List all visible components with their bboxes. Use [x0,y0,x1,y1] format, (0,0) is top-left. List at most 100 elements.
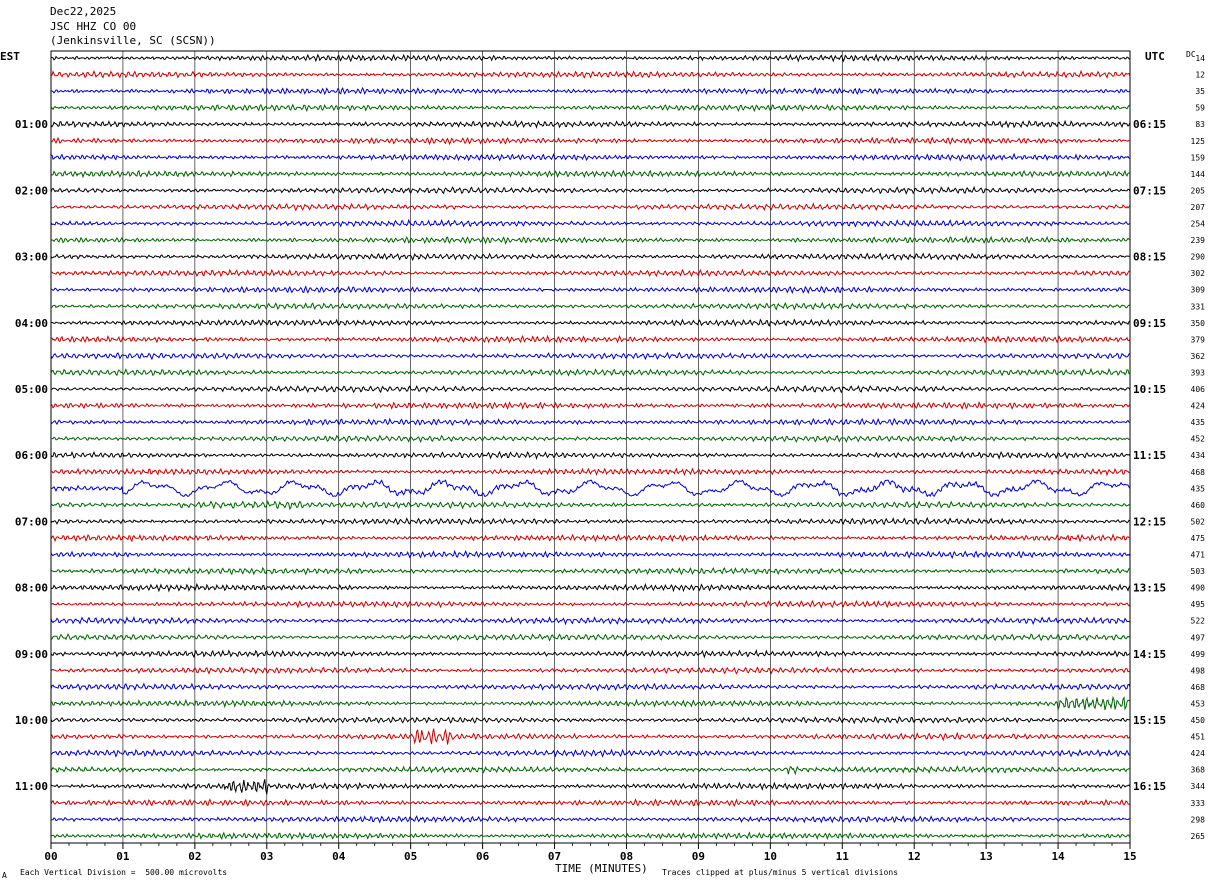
trace-line-44 [50,779,1131,795]
x-tick-label: 04 [332,850,346,863]
x-tick-label: 10 [764,850,777,863]
x-tick-label: 06 [476,850,490,863]
trace-line-14 [50,285,1131,295]
trace-line-28 [50,516,1131,526]
trace-line-26 [50,479,1131,498]
trace-line-30 [50,549,1131,560]
trace-line-40 [50,715,1130,725]
trace-line-22 [50,417,1131,426]
trace-line-18 [50,351,1131,361]
left-time-label: 05:00 [15,383,48,396]
trace-line-0 [50,53,1131,63]
x-tick-label: 14 [1051,850,1065,863]
trace-line-41 [50,728,1131,745]
trace-line-43 [50,765,1131,776]
trace-dc-label: 290 [1191,253,1206,262]
left-time-label: 06:00 [15,449,48,462]
trace-line-12 [50,252,1131,262]
trace-line-31 [50,566,1131,576]
x-tick-label: 08 [620,850,633,863]
trace-dc-label: 435 [1191,484,1206,493]
dc-column-header: DC [1186,50,1196,59]
trace-dc-label: 35 [1195,87,1205,96]
trace-line-2 [50,86,1131,96]
trace-dc-label: 490 [1191,584,1206,593]
trace-line-5 [50,136,1130,146]
trace-dc-label: 362 [1191,352,1206,361]
trace-dc-label: 406 [1191,385,1206,394]
trace-dc-label: 298 [1191,815,1206,824]
trace-dc-label: 205 [1191,186,1206,195]
trace-line-39 [50,695,1131,712]
trace-line-13 [50,268,1131,278]
trace-dc-label: 424 [1191,749,1206,758]
trace-dc-label: 453 [1191,699,1206,708]
trace-dc-label: 368 [1191,766,1206,775]
trace-dc-label: 144 [1191,170,1206,179]
right-time-label: 06:15 [1133,118,1166,131]
trace-line-29 [50,533,1131,543]
header-date: Dec22,2025 [50,5,117,18]
right-time-label: 12:15 [1133,515,1166,528]
trace-line-32 [50,582,1131,593]
trace-dc-label: 265 [1191,832,1206,841]
trace-dc-label: 125 [1191,137,1206,146]
left-time-label: 02:00 [15,184,48,197]
trace-line-20 [51,384,1131,394]
trace-line-38 [50,682,1131,692]
trace-line-33 [50,599,1131,609]
trace-dc-label: 379 [1191,335,1206,344]
x-tick-label: 15 [1123,850,1136,863]
right-time-label: 11:15 [1133,449,1166,462]
trace-dc-label: 333 [1191,799,1206,808]
x-tick-label: 02 [188,850,201,863]
trace-line-1 [50,69,1131,79]
trace-line-11 [50,235,1131,245]
trace-dc-label: 498 [1191,666,1206,675]
trace-line-17 [50,334,1131,344]
trace-dc-label: 239 [1191,236,1206,245]
trace-dc-label: 495 [1191,600,1206,609]
right-time-label: 07:15 [1133,184,1166,197]
trace-line-8 [50,185,1131,195]
trace-dc-label: 522 [1191,617,1206,626]
trace-dc-label: 393 [1191,368,1206,377]
left-time-label: 01:00 [15,118,48,131]
right-time-label: 16:15 [1133,780,1166,793]
trace-dc-label: 460 [1191,501,1206,510]
trace-line-25 [50,467,1131,477]
trace-dc-label: 159 [1191,153,1206,162]
left-time-label: 04:00 [15,317,48,330]
trace-dc-label: 350 [1191,319,1206,328]
right-time-label: 09:15 [1133,317,1166,330]
trace-line-15 [50,301,1131,311]
x-tick-label: 12 [908,850,921,863]
trace-dc-label: 503 [1191,567,1206,576]
trace-dc-label: 424 [1191,402,1206,411]
left-time-label: 08:00 [15,582,48,595]
trace-line-10 [50,218,1131,228]
trace-line-37 [50,666,1131,675]
trace-dc-label: 331 [1191,302,1206,311]
x-tick-label: 07 [548,850,561,863]
trace-dc-label: 254 [1191,220,1206,229]
trace-dc-label: 451 [1191,733,1206,742]
trace-line-19 [50,367,1131,377]
right-time-label: 15:15 [1133,714,1166,727]
trace-line-7 [50,169,1131,179]
trace-line-42 [50,748,1131,758]
trace-line-21 [50,401,1131,411]
trace-line-3 [50,103,1131,113]
trace-dc-label: 468 [1191,468,1206,477]
scale-note: Each Vertical Division = 500.00 microvol… [20,868,228,877]
trace-dc-label: 435 [1191,418,1206,427]
trace-dc-label: 207 [1191,203,1206,212]
right-time-label: 10:15 [1133,383,1166,396]
clip-note: Traces clipped at plus/minus 5 vertical … [662,868,899,877]
trace-dc-label: 471 [1191,551,1206,560]
trace-dc-label: 83 [1195,120,1205,129]
trace-dc-label: 475 [1191,534,1206,543]
trace-line-27 [50,499,1131,511]
trace-line-36 [50,649,1131,659]
